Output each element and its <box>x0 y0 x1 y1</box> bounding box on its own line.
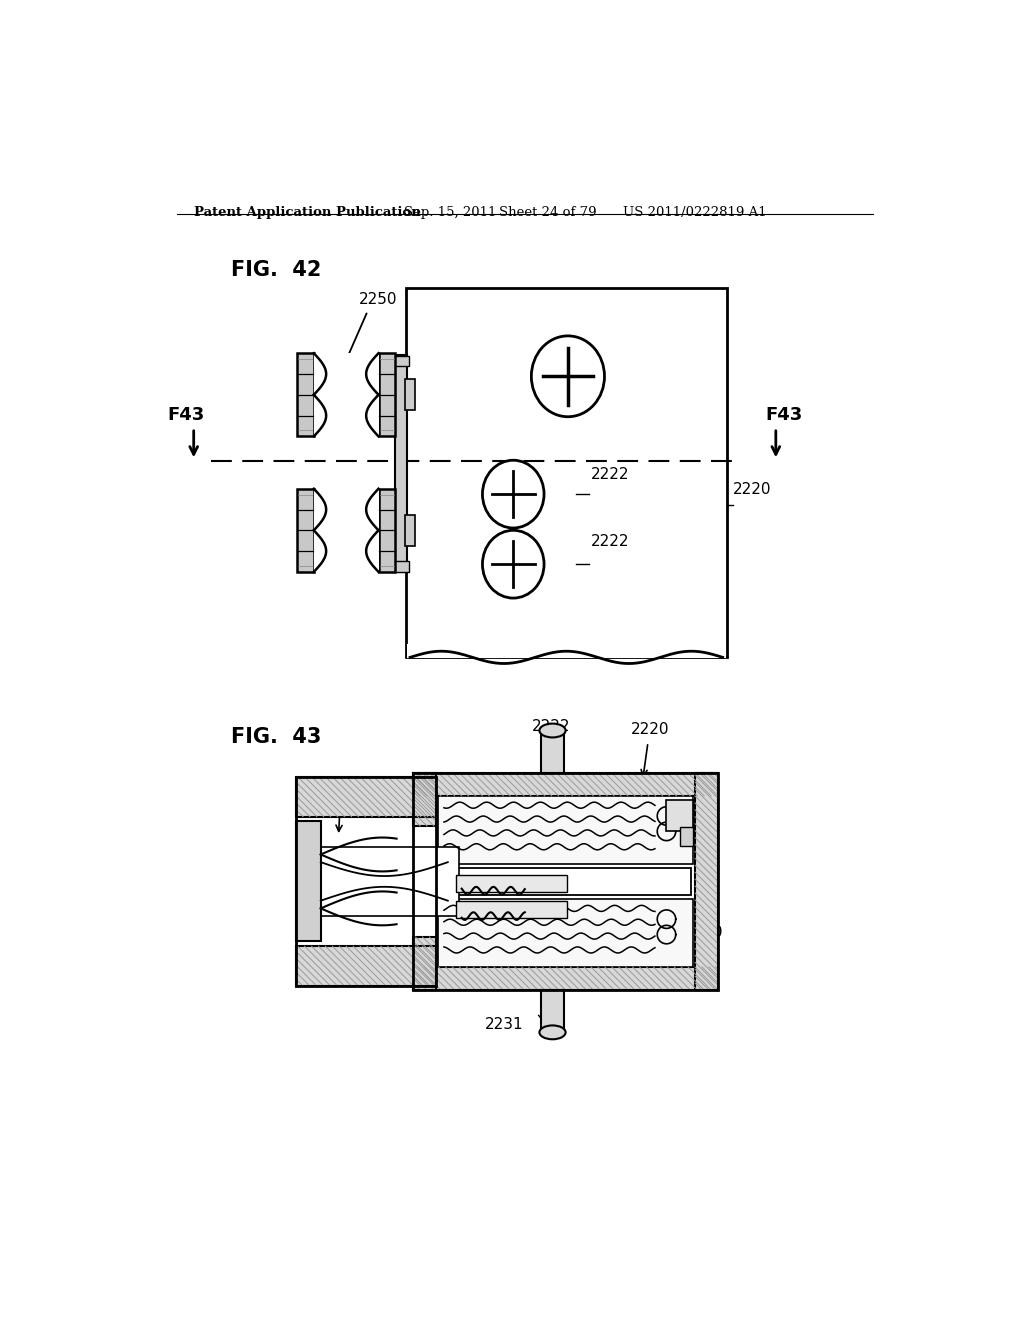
Bar <box>313 354 379 437</box>
Bar <box>319 847 460 916</box>
Bar <box>413 966 718 990</box>
Bar <box>666 800 692 830</box>
Text: 2250: 2250 <box>359 292 397 308</box>
Text: 2231: 2231 <box>484 1016 523 1032</box>
Bar <box>440 867 691 895</box>
Bar <box>456 900 567 917</box>
Text: FIG.  42: FIG. 42 <box>230 260 322 280</box>
Text: 2220: 2220 <box>733 482 771 498</box>
Bar <box>407 644 726 659</box>
Bar <box>413 774 718 796</box>
Text: 2210: 2210 <box>685 925 724 940</box>
Ellipse shape <box>540 723 565 738</box>
Bar <box>394 355 407 572</box>
Bar <box>379 354 395 437</box>
Bar <box>296 776 436 817</box>
Bar <box>438 796 693 863</box>
Bar <box>379 488 395 572</box>
Bar <box>413 774 436 826</box>
Bar <box>296 821 321 941</box>
Bar <box>413 937 436 990</box>
Text: 2222: 2222 <box>591 535 630 549</box>
Ellipse shape <box>482 461 544 528</box>
Ellipse shape <box>531 335 604 417</box>
Text: 2230: 2230 <box>681 810 720 825</box>
Bar <box>313 488 379 572</box>
Text: Patent Application Publication: Patent Application Publication <box>194 206 421 219</box>
Text: FIG.  43: FIG. 43 <box>230 726 322 747</box>
Text: F43: F43 <box>765 407 802 424</box>
Bar <box>393 355 409 367</box>
Bar <box>438 899 693 966</box>
Bar <box>407 288 727 657</box>
Bar <box>413 774 718 990</box>
Bar <box>297 354 313 437</box>
Text: Sheet 24 of 79: Sheet 24 of 79 <box>499 206 596 219</box>
Bar <box>436 796 695 966</box>
Bar <box>680 826 692 846</box>
Ellipse shape <box>540 1026 565 1039</box>
Text: 2222: 2222 <box>591 466 630 482</box>
Bar <box>406 515 415 545</box>
Text: 2220: 2220 <box>631 722 670 738</box>
Bar <box>406 379 415 411</box>
Ellipse shape <box>482 531 544 598</box>
Bar <box>297 488 313 572</box>
Text: F43: F43 <box>167 407 205 424</box>
Bar <box>393 561 409 572</box>
Bar <box>541 730 564 774</box>
Text: Sep. 15, 2011: Sep. 15, 2011 <box>403 206 497 219</box>
Text: 2250: 2250 <box>326 788 365 804</box>
Bar <box>541 990 564 1032</box>
Text: 2222: 2222 <box>531 719 570 734</box>
Bar <box>456 875 567 892</box>
Bar <box>296 776 436 986</box>
Bar <box>695 774 718 990</box>
Text: US 2011/0222819 A1: US 2011/0222819 A1 <box>624 206 767 219</box>
Bar <box>296 946 436 986</box>
